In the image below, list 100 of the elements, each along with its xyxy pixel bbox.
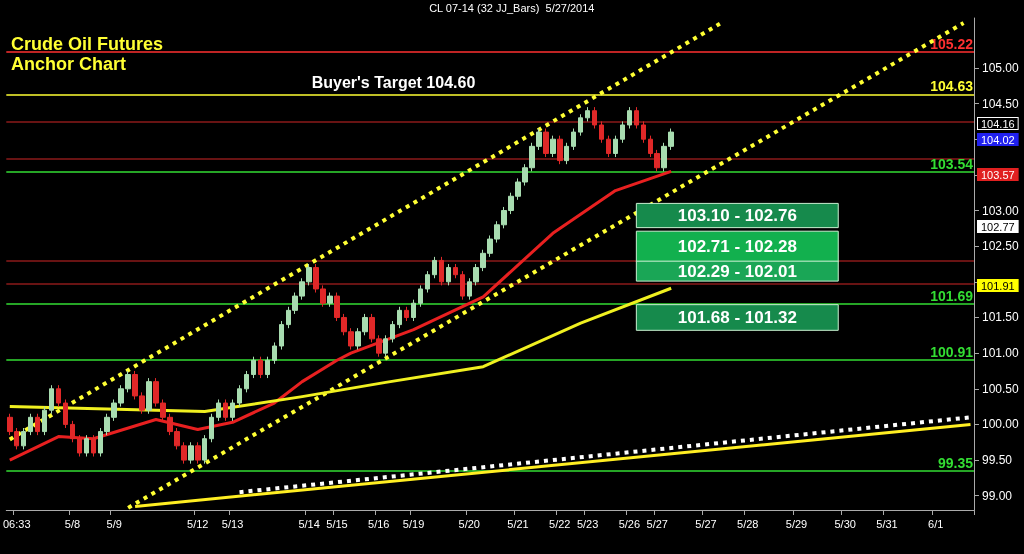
candlestick xyxy=(70,420,75,443)
x-tick-label: 5/15 xyxy=(326,517,348,530)
candlestick xyxy=(223,398,228,422)
x-tick-label: 5/14 xyxy=(298,517,320,530)
x-tick-label: 5/29 xyxy=(785,517,808,530)
x-tick-label: 5/27 xyxy=(695,517,717,530)
y-tick-label: 101.00 xyxy=(982,346,1020,361)
line-series xyxy=(8,169,673,462)
ref-line-label: 103.54 xyxy=(930,156,974,173)
candlestick xyxy=(425,270,430,294)
candlestick xyxy=(599,120,604,144)
ref-line-label: 100.91 xyxy=(930,343,974,360)
text: 101.91 xyxy=(981,279,1015,292)
candlestick xyxy=(237,384,242,408)
candlestick xyxy=(543,128,549,158)
annotation: Buyer's Target 104.60 xyxy=(311,73,476,91)
y-tick-label: 100.50 xyxy=(982,381,1020,396)
x-tick-label: 5/28 xyxy=(737,517,759,530)
candlestick xyxy=(91,434,96,458)
candlestick xyxy=(216,398,221,422)
ref-line-label: 101.69 xyxy=(930,287,974,304)
text: Anchor Chart xyxy=(11,54,127,74)
band-label: 102.29 - 102.01 xyxy=(677,261,797,281)
candlestick xyxy=(251,356,256,379)
band-label: 102.71 - 102.28 xyxy=(677,237,797,257)
candlestick xyxy=(446,263,451,286)
x-tick-label: 5/20 xyxy=(458,517,480,530)
candlestick xyxy=(404,306,409,322)
x-tick-label: 5/31 xyxy=(876,517,898,530)
candlestick xyxy=(592,106,597,130)
candlestick xyxy=(460,270,465,301)
candlestick xyxy=(230,398,235,422)
candlestick xyxy=(244,370,249,393)
candlestick xyxy=(613,135,618,158)
x-tick-label: 5/22 xyxy=(549,517,571,530)
x-tick-label: 5/26 xyxy=(618,517,641,530)
x-tick-label: 5/13 xyxy=(221,517,244,530)
candlestick xyxy=(418,284,423,308)
candlestick xyxy=(585,106,590,122)
candlestick xyxy=(56,384,61,408)
candlestick xyxy=(550,135,556,158)
text: 104.02 xyxy=(981,133,1015,146)
candlestick xyxy=(28,413,33,436)
text: CL 07-14 (32 JJ_Bars) 5/27/2014 xyxy=(429,1,595,14)
candlestick xyxy=(627,106,632,130)
candlestick xyxy=(279,320,284,351)
candlestick xyxy=(202,434,207,465)
x-tick-label: 5/16 xyxy=(368,517,390,530)
candlestick xyxy=(49,384,54,415)
candlestick xyxy=(432,256,437,279)
candlestick xyxy=(146,377,152,415)
line-series xyxy=(8,286,673,414)
candlestick xyxy=(571,128,576,151)
y-tick-label: 99.00 xyxy=(982,488,1013,503)
candlestick xyxy=(411,299,416,322)
candlestick xyxy=(453,263,458,279)
x-tick-label: 5/30 xyxy=(834,517,856,530)
x-tick-label: 5/21 xyxy=(507,517,529,530)
y-tick-label: 105.00 xyxy=(982,60,1020,75)
candlestick xyxy=(265,356,270,379)
y-tick-label: 100.00 xyxy=(982,417,1020,432)
candlestick xyxy=(258,356,263,379)
x-tick-label: 5/12 xyxy=(187,517,209,530)
candlestick xyxy=(606,135,611,158)
candlestick xyxy=(77,434,82,458)
ref-line-label: 105.22 xyxy=(930,36,974,53)
candlestick xyxy=(383,334,388,358)
y-tick-label: 101.50 xyxy=(982,310,1020,325)
candlestick xyxy=(564,142,569,165)
ref-line-label: 104.63 xyxy=(930,78,974,95)
band-label: 101.68 - 101.32 xyxy=(677,307,797,327)
candlestick xyxy=(641,120,646,144)
candlestick xyxy=(390,320,395,343)
candlestick xyxy=(578,113,583,137)
x-tick-label: 5/27 xyxy=(646,517,668,530)
candlestick xyxy=(21,427,26,450)
candlestick xyxy=(188,441,194,465)
x-tick-label: 6/1 xyxy=(928,517,944,530)
candlestick xyxy=(327,292,333,308)
band-label: 103.10 - 102.76 xyxy=(677,206,797,226)
y-tick-label: 102.50 xyxy=(982,239,1020,254)
x-tick-label: 5/9 xyxy=(106,517,122,530)
candlestick xyxy=(195,441,201,465)
text: Crude Oil Futures xyxy=(11,34,164,54)
candlestick xyxy=(557,135,563,165)
candlestick xyxy=(439,256,444,286)
x-tick-label: 06:33 xyxy=(2,517,31,530)
candlestick xyxy=(397,306,402,329)
text: 102.77 xyxy=(981,220,1015,233)
candlestick xyxy=(634,106,639,130)
y-tick-label: 103.00 xyxy=(982,203,1020,218)
candlestick xyxy=(272,341,277,365)
y-tick-label: 104.50 xyxy=(982,96,1020,111)
candlestick xyxy=(35,413,40,436)
x-tick-label: 5/23 xyxy=(576,517,599,530)
candlestick xyxy=(84,434,89,458)
candlestick xyxy=(42,406,47,436)
candlestick xyxy=(209,413,214,443)
x-tick-label: 5/19 xyxy=(402,517,425,530)
x-tick-label: 5/8 xyxy=(64,517,81,530)
